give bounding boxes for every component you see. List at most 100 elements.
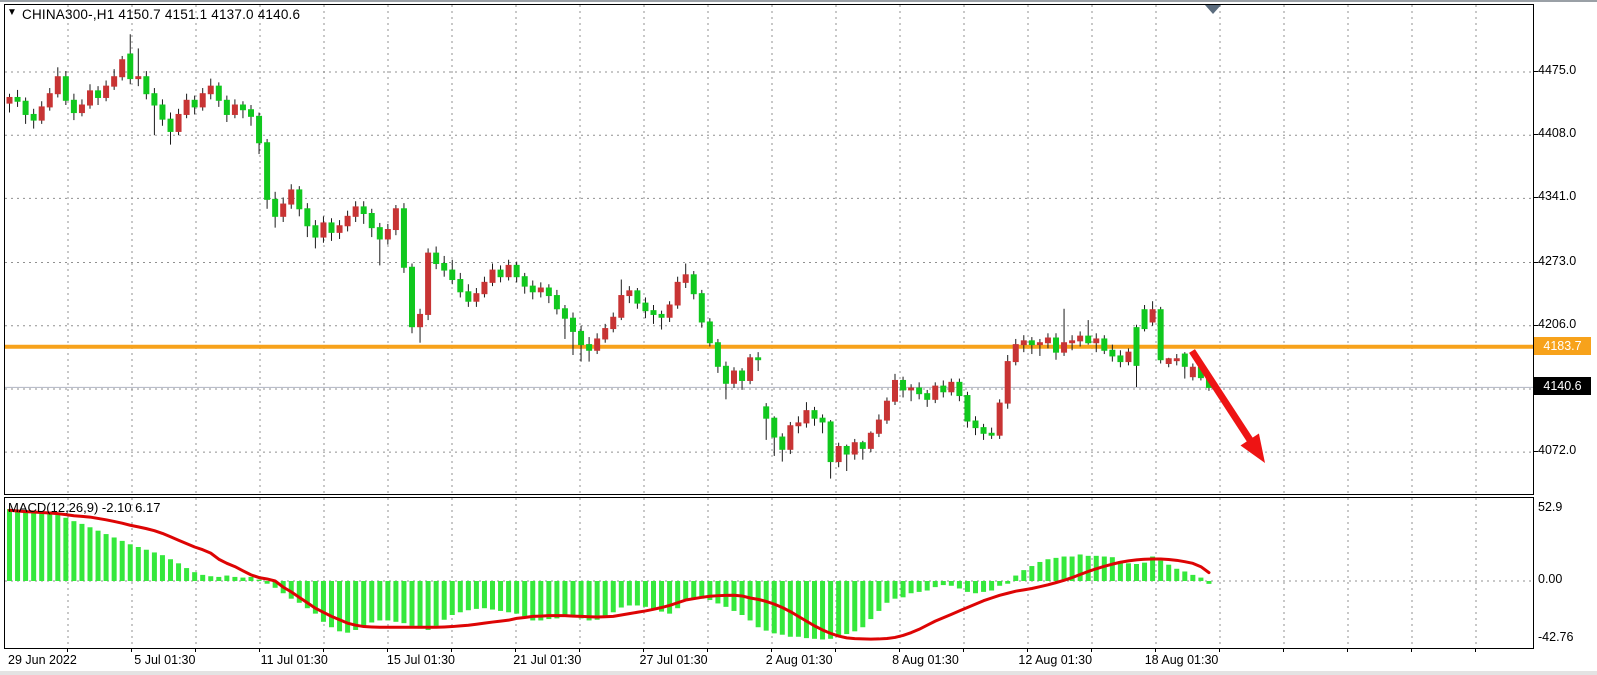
candle-body bbox=[795, 422, 802, 427]
candle-body bbox=[578, 330, 585, 346]
candle-body bbox=[610, 316, 617, 330]
macd-histogram-bar bbox=[683, 581, 689, 600]
candle-body bbox=[296, 189, 303, 210]
candle-body bbox=[199, 93, 206, 108]
macd-histogram-bar bbox=[973, 581, 978, 594]
candle-body bbox=[1069, 340, 1076, 344]
candle-body bbox=[642, 302, 649, 312]
candle-body bbox=[30, 113, 37, 121]
symbol-dropdown-icon[interactable]: ▼ bbox=[7, 7, 17, 18]
candle-body bbox=[674, 281, 681, 306]
candle-body bbox=[875, 419, 882, 434]
macd-histogram-bar bbox=[353, 581, 359, 630]
candle-body bbox=[159, 104, 166, 120]
macd-histogram-bar bbox=[304, 581, 310, 609]
candle-body bbox=[425, 252, 432, 315]
candle-body bbox=[22, 100, 29, 115]
macd-histogram-bar bbox=[844, 581, 850, 635]
candle-body bbox=[433, 252, 440, 264]
candle-body bbox=[867, 432, 874, 449]
candle-body bbox=[763, 406, 770, 419]
macd-histogram-bar bbox=[143, 549, 149, 581]
candle-body bbox=[513, 264, 520, 278]
macd-histogram-bar bbox=[23, 510, 29, 581]
candle-body bbox=[1036, 342, 1043, 346]
macd-histogram-bar bbox=[490, 581, 495, 610]
price-chart-panel[interactable] bbox=[4, 4, 1534, 495]
macd-histogram-bar bbox=[1029, 566, 1035, 581]
price-axis-label: 4408.0 bbox=[1538, 126, 1577, 141]
candle-body bbox=[288, 189, 295, 205]
time-axis-tick bbox=[579, 649, 580, 652]
time-axis-tick bbox=[515, 649, 516, 652]
macd-histogram-bar bbox=[989, 581, 995, 591]
time-axis-tick bbox=[67, 649, 68, 652]
macd-histogram-bar bbox=[570, 581, 576, 617]
time-axis-tick bbox=[1219, 649, 1220, 652]
candle-body bbox=[1141, 309, 1148, 330]
candle-body bbox=[626, 290, 633, 297]
macd-histogram-bar bbox=[1182, 571, 1188, 581]
macd-histogram-bar bbox=[47, 513, 53, 581]
macd-histogram-bar bbox=[634, 581, 640, 606]
macd-histogram-bar bbox=[981, 581, 987, 592]
macd-histogram-bar bbox=[739, 581, 745, 615]
macd-histogram-bar bbox=[651, 581, 656, 610]
macd-histogram-bar bbox=[1101, 556, 1107, 581]
macd-chart[interactable] bbox=[5, 498, 1533, 648]
scroll-position-marker-icon[interactable] bbox=[1205, 5, 1221, 14]
macd-histogram-bar bbox=[377, 581, 383, 621]
macd-histogram-bar bbox=[642, 581, 648, 607]
candle-body bbox=[14, 96, 21, 102]
macd-histogram-bar bbox=[1198, 577, 1204, 581]
macd-histogram-bar bbox=[240, 577, 246, 581]
macd-histogram-bar bbox=[393, 581, 399, 622]
macd-histogram-bar bbox=[176, 563, 182, 581]
candle-body bbox=[964, 395, 971, 422]
candle-body bbox=[883, 400, 890, 421]
macd-histogram-bar bbox=[329, 581, 334, 628]
candle-body bbox=[739, 370, 746, 381]
macd-histogram-bar bbox=[715, 581, 721, 604]
candle-body bbox=[111, 76, 118, 87]
time-axis-tick bbox=[451, 649, 452, 652]
candle-body bbox=[103, 85, 110, 98]
candle-body bbox=[384, 229, 391, 240]
macd-histogram-bar bbox=[1037, 561, 1043, 581]
macd-histogram-bar bbox=[79, 523, 85, 581]
candle-body bbox=[843, 445, 850, 455]
macd-indicator-panel[interactable] bbox=[4, 497, 1534, 649]
macd-histogram-bar bbox=[159, 555, 165, 581]
candle-body bbox=[537, 287, 544, 293]
macd-histogram-bar bbox=[192, 572, 198, 581]
window-bottom-edge bbox=[0, 671, 1597, 675]
macd-histogram-bar bbox=[876, 581, 882, 611]
candle-body bbox=[529, 285, 536, 293]
time-axis-label: 15 Jul 01:30 bbox=[386, 653, 455, 667]
candle-body bbox=[1044, 337, 1051, 344]
candle-body bbox=[127, 53, 134, 80]
time-axis-tick bbox=[1475, 649, 1476, 652]
time-axis-tick bbox=[259, 649, 260, 652]
price-axis-label: 4206.0 bbox=[1538, 316, 1577, 331]
candle-body bbox=[481, 281, 488, 295]
macd-histogram-bar bbox=[820, 581, 826, 640]
macd-histogram-bar bbox=[401, 581, 407, 624]
candle-body bbox=[119, 59, 126, 78]
macd-histogram-bar bbox=[562, 581, 568, 618]
candle-body bbox=[392, 208, 399, 231]
candle-body bbox=[948, 381, 955, 393]
candle-body bbox=[803, 410, 810, 424]
macd-histogram-bar bbox=[320, 581, 326, 622]
macd-histogram-bar bbox=[1005, 581, 1011, 584]
candle-body bbox=[191, 99, 198, 108]
candle-body bbox=[996, 402, 1003, 436]
time-axis-tick bbox=[195, 649, 196, 652]
candle-body bbox=[908, 387, 915, 391]
macd-histogram-bar bbox=[860, 581, 866, 628]
candle-body bbox=[634, 290, 641, 304]
price-chart[interactable] bbox=[5, 5, 1533, 494]
time-axis-label: 12 Aug 01:30 bbox=[1018, 653, 1093, 667]
candle-body bbox=[722, 365, 729, 384]
macd-histogram-bar bbox=[127, 544, 133, 581]
